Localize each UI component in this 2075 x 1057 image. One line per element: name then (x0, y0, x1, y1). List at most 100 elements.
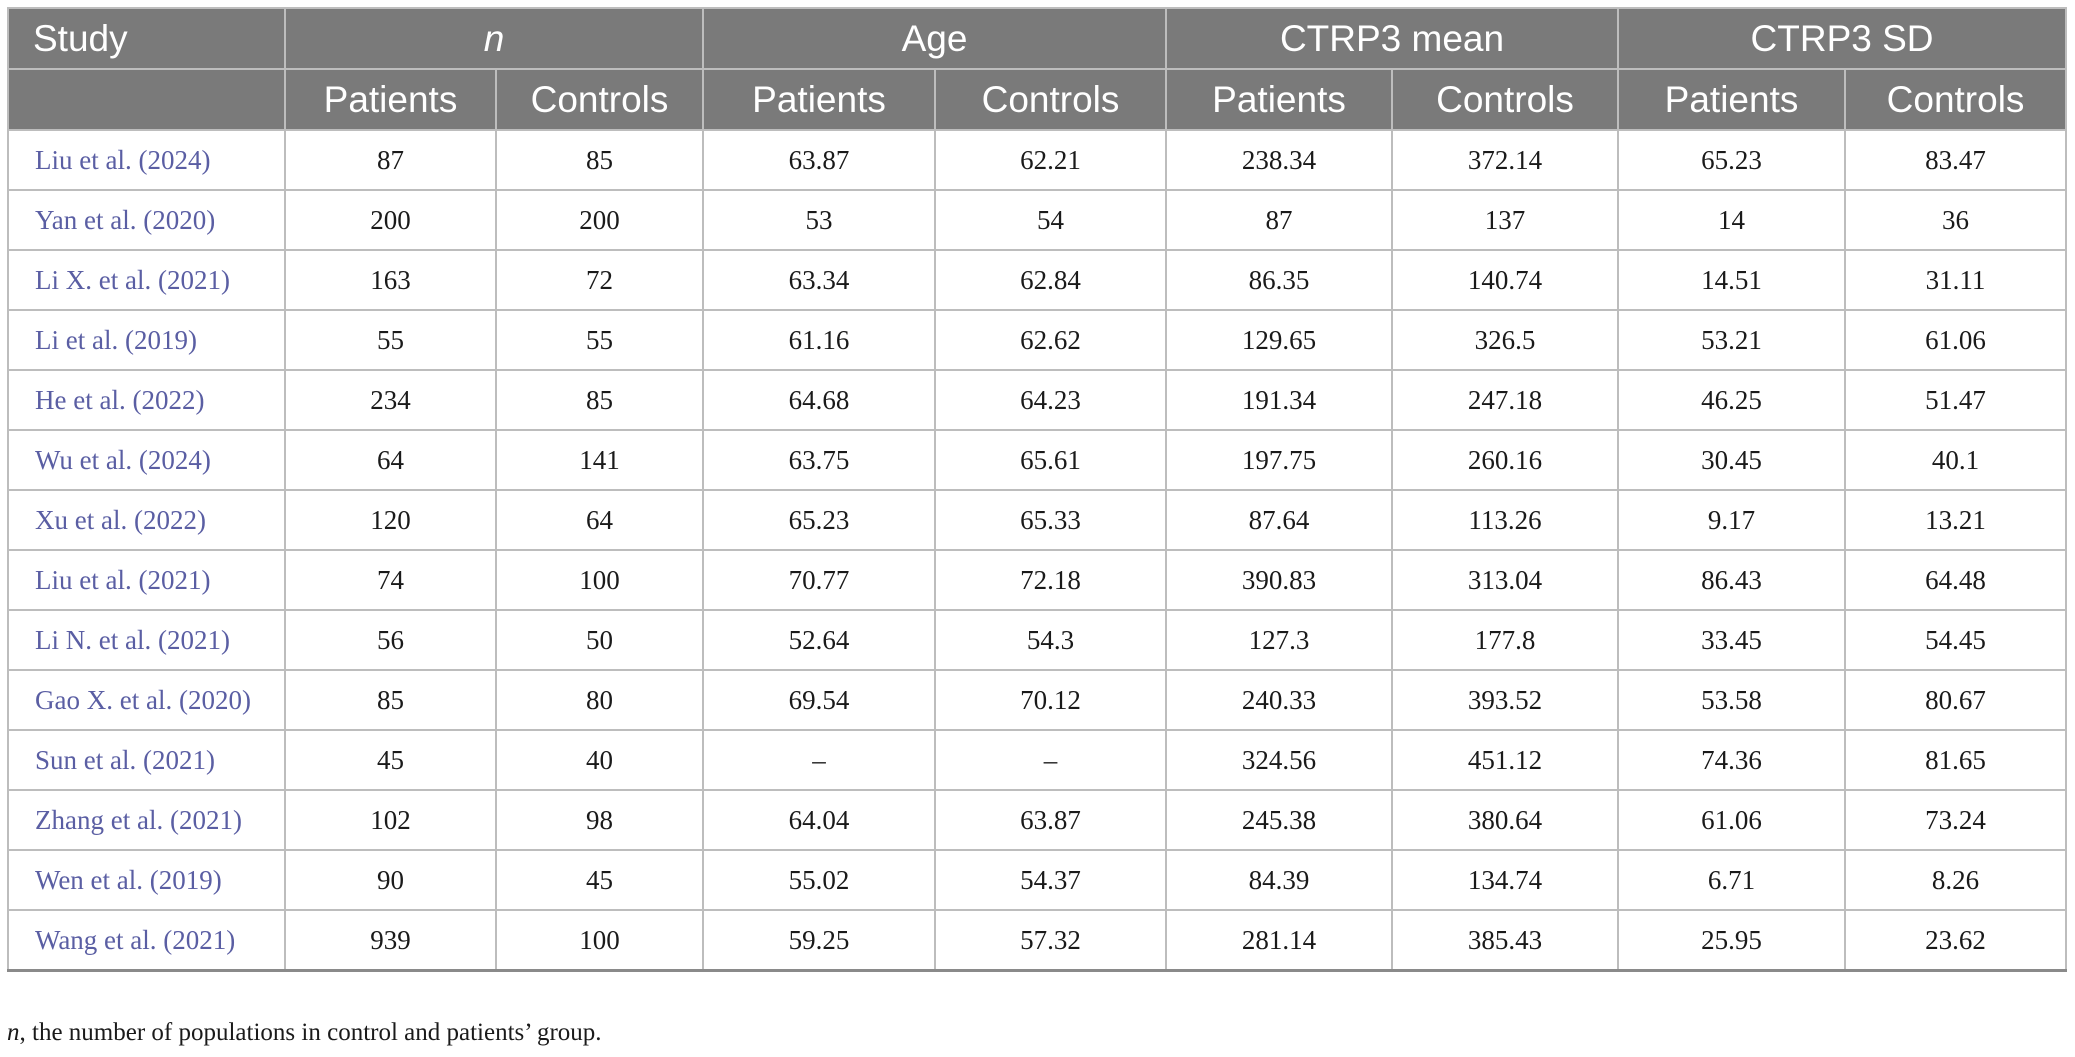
sd-controls-cell: 83.47 (1844, 129, 2068, 191)
n-patients-cell: 85 (284, 669, 497, 731)
study-year-link[interactable]: 2020 (152, 204, 207, 235)
sd-controls-cell: 23.62 (1844, 909, 2068, 972)
table-row: Liu et al. (2024) 87 85 63.87 62.21 238.34 372… (7, 129, 2068, 191)
study-author: Yan et al. ( (35, 204, 153, 235)
age-patients-cell: – (702, 729, 937, 791)
mean-controls-cell: 385.43 (1391, 909, 1620, 972)
study-year-link[interactable]: 2024 (147, 444, 202, 475)
n-patients-cell: 163 (284, 249, 497, 311)
header-ctrp3-mean: CTRP3 mean (1165, 7, 1620, 70)
mean-patients-cell: 245.38 (1165, 789, 1394, 851)
sd-controls-cell: 80.67 (1844, 669, 2068, 731)
subheader-n-patients: Patients (284, 68, 497, 131)
study-cell: He et al. (2022) (7, 369, 286, 431)
study-year-link[interactable]: 2024 (147, 144, 202, 175)
header-row-sub: Patients Controls Patients Controls Pati… (7, 68, 2068, 131)
sd-controls-cell: 31.11 (1844, 249, 2068, 311)
study-paren: ) (212, 864, 222, 895)
age-controls-cell: 65.33 (934, 489, 1168, 551)
mean-patients-cell: 87.64 (1165, 489, 1394, 551)
study-paren: ) (232, 804, 242, 835)
mean-patients-cell: 127.3 (1165, 609, 1394, 671)
table-header: Study n Age CTRP3 mean CTRP3 SD Patients… (7, 7, 2068, 131)
age-controls-cell: 62.21 (934, 129, 1168, 191)
study-author: Li X. et al. ( (35, 264, 167, 295)
age-patients-cell: 69.54 (702, 669, 937, 731)
mean-controls-cell: 326.5 (1391, 309, 1620, 371)
mean-controls-cell: 372.14 (1391, 129, 1620, 191)
age-controls-cell: 62.84 (934, 249, 1168, 311)
study-year-link[interactable]: 2022 (141, 384, 196, 415)
age-controls-cell: 54.37 (934, 849, 1168, 911)
age-patients-cell: 59.25 (702, 909, 937, 972)
study-year-link[interactable]: 2021 (147, 564, 202, 595)
age-patients-cell: 70.77 (702, 549, 937, 611)
n-controls-cell: 55 (494, 309, 705, 371)
age-controls-cell: 54.3 (934, 609, 1168, 671)
subheader-sd-controls: Controls (1844, 68, 2068, 131)
table-footnote: n, the number of populations in control … (7, 1019, 602, 1047)
study-paren: ) (205, 744, 215, 775)
n-patients-cell: 55 (284, 309, 497, 371)
study-year-link[interactable]: 2021 (166, 264, 221, 295)
age-patients-cell: 64.04 (702, 789, 937, 851)
study-paren: ) (195, 384, 205, 415)
table-row: Gao X. et al. (2020) 85 80 69.54 70.12 240.33… (7, 669, 2068, 731)
sd-patients-cell: 30.45 (1617, 429, 1847, 491)
study-paren: ) (201, 144, 211, 175)
study-paren: ) (201, 564, 211, 595)
sd-patients-cell: 61.06 (1617, 789, 1847, 851)
sd-controls-cell: 13.21 (1844, 489, 2068, 551)
table-row: Yan et al. (2020) 200 200 53 54 87 137 14 36 (7, 189, 2068, 251)
subheader-mean-patients: Patients (1165, 68, 1394, 131)
n-patients-cell: 56 (284, 609, 497, 671)
sd-controls-cell: 61.06 (1844, 309, 2068, 371)
study-year-link[interactable]: 2021 (151, 744, 206, 775)
study-cell: Liu et al. (2021) (7, 549, 286, 611)
study-cell: Gao X. et al. (2020) (7, 669, 286, 731)
n-controls-cell: 50 (494, 609, 705, 671)
table-row: Sun et al. (2021) 45 40– –324.56 451.12 74.36… (7, 729, 2068, 791)
sd-patients-cell: 6.71 (1617, 849, 1847, 911)
mean-patients-cell: 197.75 (1165, 429, 1394, 491)
sd-controls-cell: 64.48 (1844, 549, 2068, 611)
sd-patients-cell: 33.45 (1617, 609, 1847, 671)
age-controls-cell: 72.18 (934, 549, 1168, 611)
study-author: Wu et al. ( (35, 444, 148, 475)
sd-controls-cell: 54.45 (1844, 609, 2068, 671)
age-patients-cell: 63.75 (702, 429, 937, 491)
study-year-link[interactable]: 2021 (172, 924, 227, 955)
mean-patients-cell: 240.33 (1165, 669, 1394, 731)
n-controls-cell: 141 (494, 429, 705, 491)
study-author: Wang et al. ( (35, 924, 173, 955)
study-year-link[interactable]: 2019 (158, 864, 213, 895)
sd-patients-cell: 25.95 (1617, 909, 1847, 972)
mean-controls-cell: 451.12 (1391, 729, 1620, 791)
sd-controls-cell: 73.24 (1844, 789, 2068, 851)
age-controls-cell: 70.12 (934, 669, 1168, 731)
study-year-link[interactable]: 2022 (142, 504, 197, 535)
study-year-link[interactable]: 2021 (178, 804, 233, 835)
sd-controls-cell: 36 (1844, 189, 2068, 251)
mean-patients-cell: 84.39 (1165, 849, 1394, 911)
table-row: Zhang et al. (2021) 102 98 64.04 63.87 245.38… (7, 789, 2068, 851)
sd-patients-cell: 53.21 (1617, 309, 1847, 371)
ctrp3-study-table: Study n Age CTRP3 mean CTRP3 SD Patients… (7, 7, 2068, 972)
n-patients-cell: 200 (284, 189, 497, 251)
n-controls-cell: 80 (494, 669, 705, 731)
study-year-link[interactable]: 2019 (133, 324, 188, 355)
study-year-link[interactable]: 2020 (187, 684, 242, 715)
study-year-link[interactable]: 2021 (166, 624, 221, 655)
n-patients-cell: 120 (284, 489, 497, 551)
sd-patients-cell: 9.17 (1617, 489, 1847, 551)
sd-patients-cell: 86.43 (1617, 549, 1847, 611)
subheader-age-patients: Patients (702, 68, 937, 131)
age-controls-cell: 63.87 (934, 789, 1168, 851)
age-patients-cell: 65.23 (702, 489, 937, 551)
n-patients-cell: 234 (284, 369, 497, 431)
table-body: Liu et al. (2024) 87 85 63.87 62.21 238.34 372… (7, 129, 2068, 972)
age-controls-cell: 64.23 (934, 369, 1168, 431)
sd-controls-cell: 8.26 (1844, 849, 2068, 911)
study-paren: ) (226, 924, 236, 955)
n-patients-cell: 64 (284, 429, 497, 491)
